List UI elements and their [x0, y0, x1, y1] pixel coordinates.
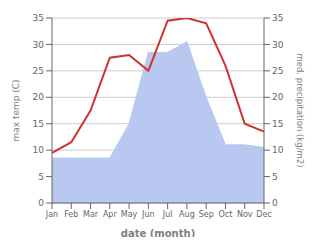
svg-text:15: 15: [272, 119, 283, 129]
svg-text:10: 10: [272, 145, 284, 155]
svg-text:30: 30: [272, 40, 284, 50]
svg-text:15: 15: [33, 119, 44, 129]
svg-text:10: 10: [33, 145, 45, 155]
svg-text:Apr: Apr: [103, 210, 118, 219]
svg-text:25: 25: [272, 66, 283, 76]
svg-text:Jan: Jan: [45, 210, 58, 219]
svg-text:Sep: Sep: [199, 210, 214, 219]
svg-text:Jun: Jun: [141, 210, 155, 219]
svg-text:Mar: Mar: [83, 210, 99, 219]
svg-text:Jul: Jul: [162, 210, 173, 219]
svg-text:med. precipitation (kg/m2): med. precipitation (kg/m2): [295, 53, 305, 167]
svg-text:20: 20: [33, 92, 45, 102]
svg-text:date (month): date (month): [121, 228, 195, 237]
svg-text:Dec: Dec: [256, 210, 271, 219]
svg-text:20: 20: [272, 92, 284, 102]
svg-text:Feb: Feb: [64, 210, 78, 219]
svg-text:25: 25: [33, 66, 44, 76]
svg-text:35: 35: [33, 13, 44, 23]
svg-text:Oct: Oct: [219, 210, 233, 219]
svg-text:5: 5: [272, 172, 278, 182]
svg-text:Nov: Nov: [237, 210, 253, 219]
svg-text:0: 0: [272, 198, 278, 208]
svg-text:5: 5: [38, 172, 44, 182]
svg-text:max temp (C): max temp (C): [11, 79, 21, 141]
svg-text:Aug: Aug: [179, 210, 195, 219]
svg-text:0: 0: [38, 198, 44, 208]
svg-text:30: 30: [33, 40, 45, 50]
svg-text:May: May: [121, 210, 138, 219]
svg-text:35: 35: [272, 13, 283, 23]
